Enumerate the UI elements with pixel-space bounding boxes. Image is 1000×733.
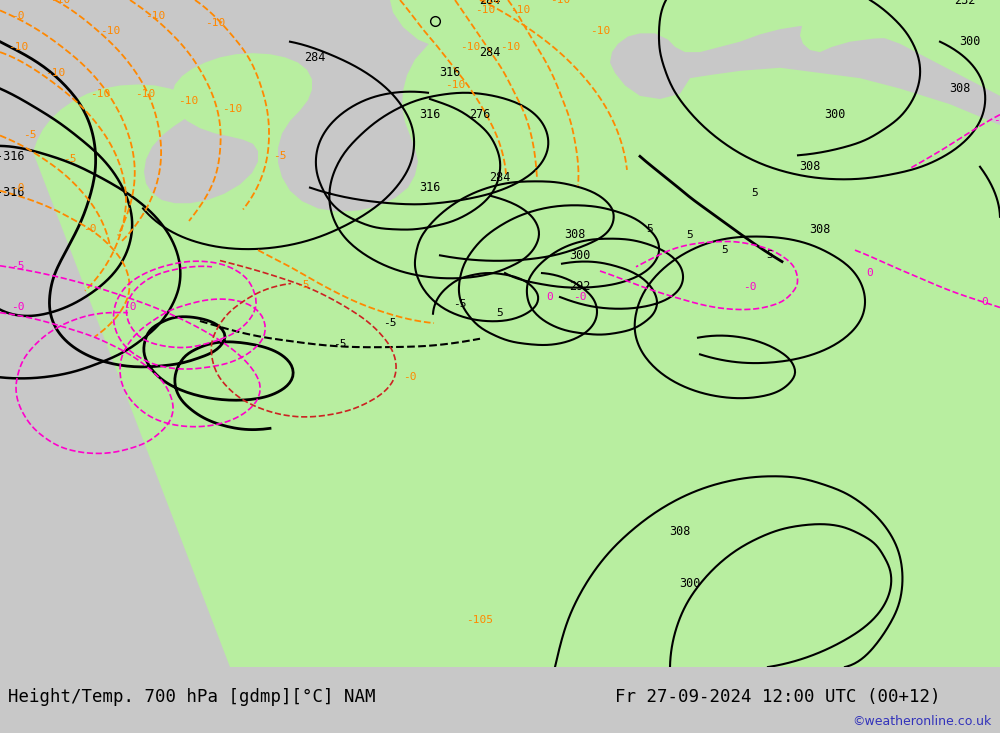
- Text: -5: -5: [296, 279, 310, 290]
- Text: 284: 284: [489, 171, 511, 184]
- Text: -10: -10: [550, 0, 570, 5]
- Text: -10: -10: [178, 96, 198, 106]
- Text: 5: 5: [497, 308, 503, 317]
- Text: -10: -10: [500, 42, 520, 52]
- Text: -316: -316: [0, 150, 24, 163]
- Text: 300: 300: [959, 35, 981, 48]
- Text: -0: -0: [743, 281, 757, 292]
- Text: Height/Temp. 700 hPa [gdmp][°C] NAM: Height/Temp. 700 hPa [gdmp][°C] NAM: [8, 688, 376, 706]
- Text: 284: 284: [304, 51, 326, 64]
- Text: 284: 284: [479, 0, 501, 7]
- Text: -5: -5: [383, 318, 397, 328]
- Text: -10: -10: [205, 18, 225, 28]
- Polygon shape: [800, 0, 1000, 62]
- Text: 276: 276: [469, 108, 491, 121]
- Text: 300: 300: [569, 248, 591, 262]
- Text: -10: -10: [222, 104, 242, 114]
- Text: 0: 0: [547, 292, 553, 302]
- Text: -5: -5: [333, 339, 347, 349]
- Text: 5: 5: [722, 245, 728, 255]
- Text: -10: -10: [145, 11, 165, 21]
- Text: 0: 0: [982, 298, 988, 307]
- Text: -5: -5: [63, 155, 77, 164]
- Polygon shape: [880, 0, 1000, 21]
- Text: -10: -10: [8, 42, 28, 52]
- Text: -0: -0: [11, 11, 25, 21]
- Text: -0: -0: [83, 224, 97, 235]
- Polygon shape: [33, 0, 1000, 667]
- Text: 308: 308: [949, 82, 971, 95]
- Text: 316: 316: [419, 108, 441, 121]
- Text: -10: -10: [510, 5, 530, 15]
- Text: -10: -10: [135, 89, 155, 99]
- Text: -8: -8: [993, 115, 1000, 125]
- Text: 5: 5: [752, 188, 758, 198]
- Text: 308: 308: [669, 525, 691, 538]
- Polygon shape: [390, 0, 560, 50]
- Text: 308: 308: [809, 223, 831, 236]
- Text: -10: -10: [480, 0, 500, 5]
- Text: 300: 300: [824, 108, 846, 121]
- Text: 284: 284: [479, 45, 501, 59]
- Text: -0: -0: [11, 183, 25, 193]
- Text: ©weatheronline.co.uk: ©weatheronline.co.uk: [853, 715, 992, 728]
- Text: -316: -316: [0, 186, 24, 199]
- Text: 0: 0: [867, 268, 873, 278]
- Text: -0: -0: [123, 303, 137, 312]
- Text: -10: -10: [475, 5, 495, 15]
- Text: 316: 316: [439, 67, 461, 79]
- Text: -10: -10: [460, 42, 480, 52]
- Text: -10: -10: [90, 89, 110, 99]
- Text: -5: -5: [273, 151, 287, 161]
- Text: -10: -10: [590, 26, 610, 36]
- Text: 5: 5: [767, 251, 773, 260]
- Text: -105: -105: [466, 615, 494, 625]
- Text: 232: 232: [954, 0, 976, 7]
- Text: -10: -10: [50, 0, 70, 5]
- Text: 300: 300: [679, 577, 701, 590]
- Text: -0: -0: [11, 303, 25, 312]
- Text: Fr 27-09-2024 12:00 UTC (00+12): Fr 27-09-2024 12:00 UTC (00+12): [615, 688, 940, 706]
- Text: -0: -0: [573, 292, 587, 302]
- Text: -10: -10: [445, 81, 465, 90]
- Text: 308: 308: [564, 228, 586, 241]
- Text: -5: -5: [11, 261, 25, 270]
- Text: 5: 5: [647, 224, 653, 235]
- Text: 5: 5: [687, 229, 693, 240]
- Text: -10: -10: [100, 26, 120, 36]
- Text: -10: -10: [45, 68, 65, 78]
- Text: -5: -5: [23, 130, 37, 141]
- Text: -5: -5: [453, 299, 467, 309]
- Text: 316: 316: [419, 181, 441, 194]
- Text: 292: 292: [569, 280, 591, 293]
- Text: 308: 308: [799, 161, 821, 173]
- Text: -0: -0: [403, 372, 417, 383]
